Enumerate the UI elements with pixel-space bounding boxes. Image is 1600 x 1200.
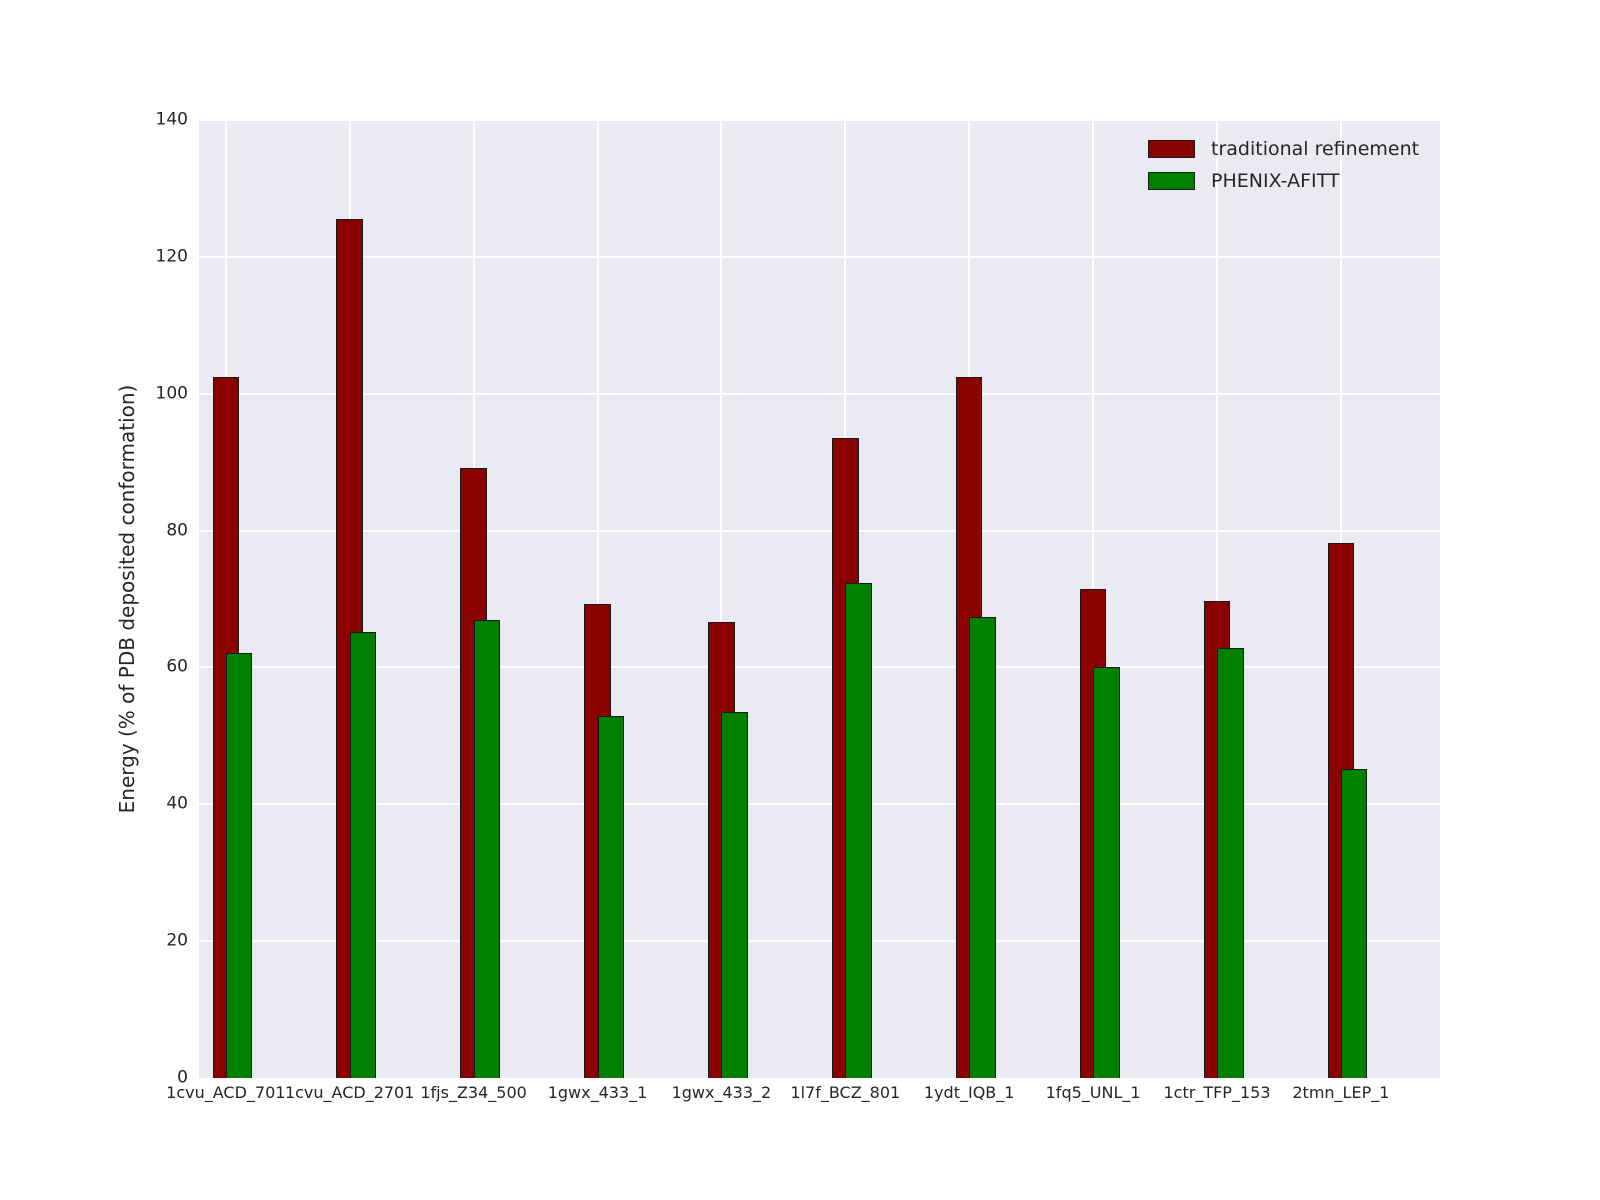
- y-tick-label-100: 100: [155, 383, 188, 404]
- bar-phenix-afitt-1cvu_ACD_2701: [349, 631, 377, 1078]
- y-tick-label-120: 120: [155, 246, 188, 267]
- gridline-y-100: [199, 392, 1440, 395]
- x-tick-label-1cvu_ACD_701: 1cvu_ACD_701: [166, 1083, 286, 1102]
- y-tick-label-20: 20: [166, 930, 188, 951]
- bar-phenix-afitt-1ctr_TFP_153: [1217, 647, 1244, 1078]
- y-tick-label-0: 0: [177, 1067, 188, 1088]
- y-tick-label-40: 40: [166, 793, 188, 814]
- legend-swatch-phenix-afitt: [1148, 172, 1195, 190]
- y-axis-label: Energy (% of PDB deposited conformation): [115, 384, 139, 814]
- legend-item: PHENIX-AFITT: [1148, 165, 1419, 197]
- bar-phenix-afitt-1fq5_UNL_1: [1093, 666, 1120, 1078]
- bar-phenix-afitt-1gwx_433_1: [597, 716, 625, 1078]
- x-tick-label-1fq5_UNL_1: 1fq5_UNL_1: [1045, 1083, 1141, 1102]
- gridline-y-40: [199, 803, 1440, 806]
- y-tick-label-60: 60: [166, 656, 188, 677]
- bar-phenix-afitt-1ydt_IQB_1: [969, 617, 996, 1078]
- x-tick-label-1cvu_ACD_2701: 1cvu_ACD_2701: [284, 1083, 415, 1102]
- x-tick-label-1ydt_IQB_1: 1ydt_IQB_1: [923, 1083, 1015, 1102]
- x-tick-label-1fjs_Z34_500: 1fjs_Z34_500: [420, 1083, 527, 1102]
- legend-swatch-traditional-refinement: [1148, 140, 1195, 158]
- gridline-y-20: [199, 940, 1440, 943]
- gridline-x-1gwx_433_2: [720, 120, 723, 1078]
- bar-phenix-afitt-2tmn_LEP_1: [1340, 769, 1368, 1078]
- x-tick-label-1gwx_433_2: 1gwx_433_2: [671, 1083, 772, 1102]
- gridline-y-120: [199, 255, 1440, 258]
- bar-phenix-afitt-1gwx_433_2: [721, 711, 748, 1078]
- y-tick-label-140: 140: [155, 109, 188, 130]
- gridline-x-1ctr_TFP_153: [1216, 120, 1218, 1078]
- bar-phenix-afitt-1l7f_BCZ_801: [845, 583, 872, 1078]
- bar-phenix-afitt-1cvu_ACD_701: [225, 653, 253, 1078]
- x-tick-label-2tmn_LEP_1: 2tmn_LEP_1: [1292, 1083, 1390, 1102]
- legend-item: traditional refinement: [1148, 133, 1419, 165]
- gridline-y-80: [199, 529, 1440, 532]
- bar-phenix-afitt-1fjs_Z34_500: [473, 619, 501, 1078]
- legend-label: PHENIX-AFITT: [1211, 170, 1340, 192]
- plot-area: [199, 119, 1440, 1078]
- x-tick-label-1ctr_TFP_153: 1ctr_TFP_153: [1163, 1083, 1271, 1102]
- gridline-y-140: [199, 119, 1440, 121]
- x-tick-label-1l7f_BCZ_801: 1l7f_BCZ_801: [790, 1083, 901, 1102]
- gridline-x-1gwx_433_1: [596, 120, 599, 1078]
- gridline-y-60: [199, 666, 1440, 669]
- y-tick-label-80: 80: [166, 520, 188, 541]
- legend: traditional refinement PHENIX-AFITT: [1148, 133, 1419, 197]
- legend-label: traditional refinement: [1211, 138, 1420, 160]
- x-tick-label-1gwx_433_1: 1gwx_433_1: [547, 1083, 648, 1102]
